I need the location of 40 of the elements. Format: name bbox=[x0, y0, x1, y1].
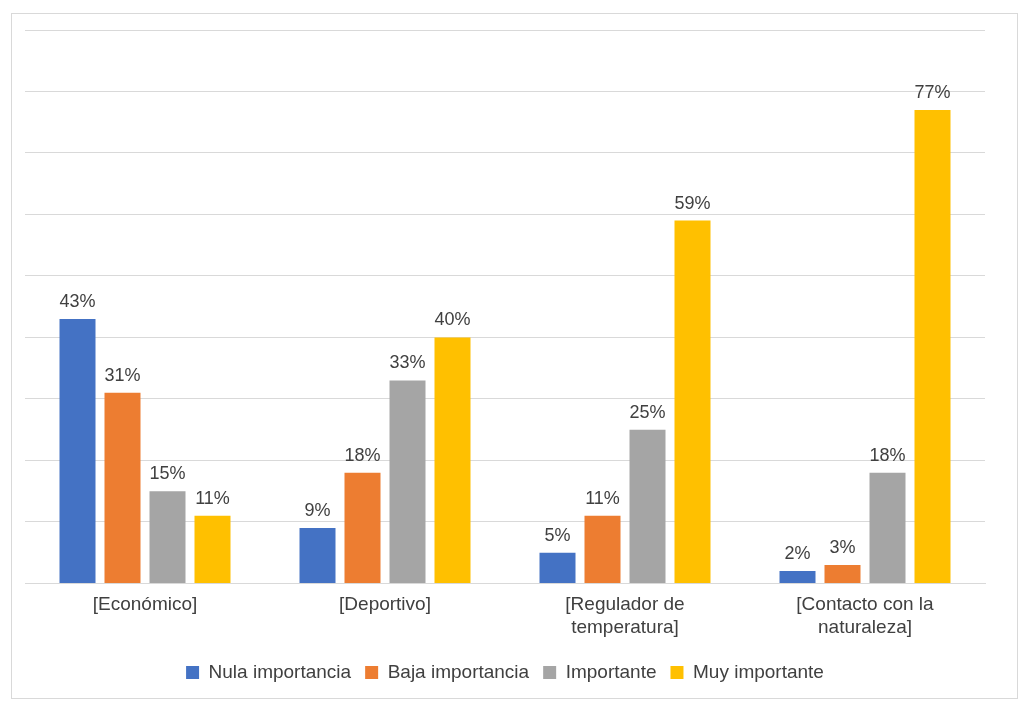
legend-label: Nula importancia bbox=[208, 660, 352, 682]
bar bbox=[824, 564, 861, 583]
bar bbox=[629, 429, 666, 583]
bar bbox=[914, 109, 951, 583]
data-label: 59% bbox=[674, 192, 711, 213]
data-label: 33% bbox=[389, 352, 426, 373]
data-label: 9% bbox=[304, 500, 331, 521]
legend-label: Baja importancia bbox=[387, 660, 530, 682]
data-label: 43% bbox=[59, 290, 96, 311]
bar bbox=[299, 528, 336, 583]
data-label: 11% bbox=[585, 487, 620, 508]
x-tick-label: [Contacto con la naturaleza] bbox=[796, 593, 935, 637]
legend-label: Importante bbox=[565, 660, 657, 682]
data-label: 15% bbox=[149, 463, 186, 484]
data-label: 18% bbox=[869, 444, 906, 465]
bar bbox=[674, 220, 711, 583]
bar bbox=[194, 515, 231, 583]
bar bbox=[104, 392, 141, 583]
data-label: 11% bbox=[195, 487, 230, 508]
bar bbox=[344, 472, 381, 583]
x-tick-label: [Deportivo] bbox=[339, 593, 431, 615]
legend-label: Muy importante bbox=[692, 660, 824, 682]
x-tick-label: [Regulador de temperatura] bbox=[565, 593, 685, 637]
data-label: 31% bbox=[104, 364, 141, 385]
data-label: 18% bbox=[344, 444, 381, 465]
bar bbox=[869, 472, 906, 583]
data-label: 40% bbox=[434, 309, 471, 330]
data-label: 3% bbox=[829, 536, 856, 557]
data-label: 2% bbox=[784, 543, 811, 564]
data-label: 77% bbox=[914, 81, 951, 102]
bar bbox=[389, 380, 426, 583]
bar bbox=[59, 319, 96, 583]
bar bbox=[434, 337, 471, 583]
data-label: 5% bbox=[544, 524, 571, 545]
bar bbox=[149, 491, 186, 583]
bar bbox=[584, 515, 621, 583]
x-tick-label: [Económico] bbox=[92, 593, 198, 615]
bar bbox=[539, 552, 576, 583]
data-label: 25% bbox=[629, 401, 666, 422]
bar bbox=[779, 571, 816, 583]
